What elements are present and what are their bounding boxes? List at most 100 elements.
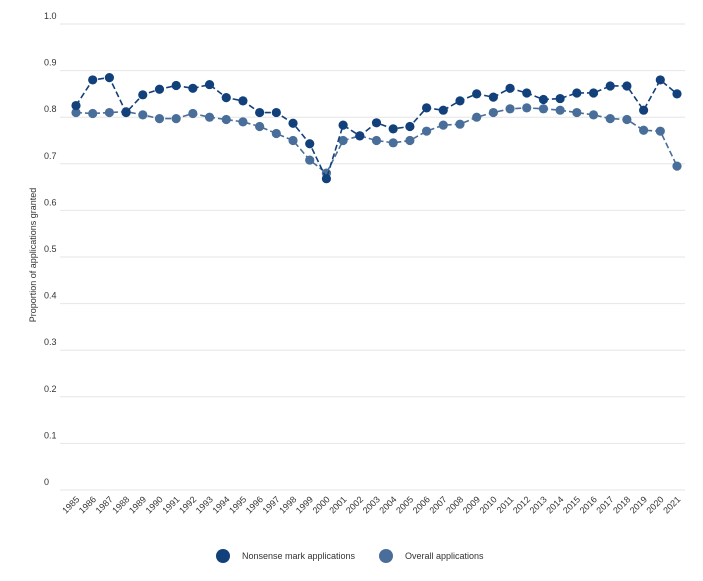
x-tick-label: 2013 (528, 494, 549, 515)
legend-item-nonsense[interactable]: Nonsense mark applications (216, 549, 356, 563)
point-overall[interactable] (305, 155, 315, 165)
point-nonsense[interactable] (88, 75, 98, 85)
point-overall[interactable] (104, 107, 114, 118)
x-tick-label: 2015 (561, 494, 582, 515)
point-nonsense[interactable] (221, 93, 231, 103)
point-overall[interactable] (572, 107, 582, 118)
point-nonsense[interactable] (71, 100, 81, 111)
point-nonsense[interactable] (672, 89, 682, 99)
point-nonsense[interactable] (639, 105, 649, 115)
point-nonsense[interactable] (238, 96, 248, 106)
x-tick-label: 1987 (94, 494, 115, 515)
point-overall[interactable] (405, 135, 415, 146)
x-tick-label: 2002 (344, 494, 365, 515)
point-overall[interactable] (538, 104, 549, 114)
point-overall[interactable] (338, 135, 348, 146)
legend-marker-nonsense (216, 549, 230, 563)
point-overall[interactable] (154, 113, 165, 124)
point-overall[interactable] (221, 114, 231, 125)
point-nonsense[interactable] (138, 90, 148, 100)
point-overall[interactable] (88, 108, 98, 119)
x-tick-label: 2009 (461, 494, 482, 515)
point-overall[interactable] (288, 135, 298, 146)
x-tick-label: 2003 (361, 494, 382, 515)
point-nonsense[interactable] (655, 75, 665, 85)
point-nonsense[interactable] (271, 107, 281, 118)
x-tick-label: 2011 (495, 494, 516, 515)
y-tick-label: 0.4 (44, 291, 57, 301)
point-nonsense[interactable] (104, 72, 114, 83)
point-overall[interactable] (588, 110, 599, 120)
legend-item-overall[interactable]: Overall applications (379, 549, 484, 563)
point-overall[interactable] (505, 104, 515, 114)
point-overall[interactable] (138, 110, 148, 120)
x-tick-label: 1989 (127, 494, 148, 515)
point-nonsense[interactable] (572, 88, 582, 98)
point-overall[interactable] (438, 120, 448, 130)
point-overall[interactable] (622, 114, 632, 125)
point-nonsense[interactable] (321, 174, 332, 184)
point-nonsense[interactable] (255, 107, 265, 118)
point-overall[interactable] (555, 105, 565, 115)
legend-label-nonsense: Nonsense mark applications (242, 551, 356, 561)
point-nonsense[interactable] (455, 96, 465, 106)
point-overall[interactable] (255, 121, 265, 132)
point-nonsense[interactable] (154, 84, 165, 94)
x-tick-label: 2021 (661, 494, 682, 515)
point-overall[interactable] (421, 126, 432, 136)
point-nonsense[interactable] (605, 81, 615, 91)
point-nonsense[interactable] (622, 81, 632, 91)
point-nonsense[interactable] (305, 139, 315, 149)
point-nonsense[interactable] (438, 105, 448, 115)
point-overall[interactable] (455, 119, 465, 129)
point-nonsense[interactable] (538, 94, 549, 105)
x-tick-label: 2007 (427, 494, 448, 515)
x-tick-label: 1992 (177, 494, 198, 515)
point-overall[interactable] (188, 108, 198, 119)
point-overall[interactable] (71, 107, 81, 118)
x-tick-label: 1994 (210, 494, 231, 515)
point-overall[interactable] (639, 125, 649, 135)
x-tick-label: 1998 (277, 494, 298, 515)
point-nonsense[interactable] (421, 103, 432, 113)
point-overall[interactable] (655, 126, 665, 136)
legend[interactable]: Nonsense mark applications Overall appli… (216, 549, 484, 563)
y-tick-label: 0.9 (44, 58, 57, 68)
point-nonsense[interactable] (388, 124, 398, 134)
point-nonsense[interactable] (472, 89, 482, 99)
point-nonsense[interactable] (555, 93, 565, 104)
point-nonsense[interactable] (121, 107, 131, 118)
point-overall[interactable] (488, 107, 498, 118)
point-nonsense[interactable] (188, 83, 198, 93)
point-nonsense[interactable] (505, 83, 515, 93)
point-nonsense[interactable] (588, 88, 599, 98)
x-tick-label: 2005 (394, 494, 415, 515)
point-nonsense[interactable] (405, 121, 415, 132)
point-nonsense[interactable] (288, 118, 298, 128)
point-overall[interactable] (171, 113, 181, 124)
point-overall[interactable] (238, 117, 248, 127)
x-tick-label: 1993 (194, 494, 215, 515)
point-overall[interactable] (388, 138, 398, 148)
point-nonsense[interactable] (522, 88, 532, 98)
point-overall[interactable] (472, 112, 482, 122)
point-nonsense[interactable] (488, 92, 498, 102)
point-overall[interactable] (271, 128, 281, 139)
x-tick-label: 1990 (144, 494, 165, 515)
point-nonsense[interactable] (355, 131, 365, 141)
x-tick-label: 2018 (611, 494, 632, 515)
point-nonsense[interactable] (204, 79, 215, 90)
x-tick-label: 2010 (478, 494, 499, 515)
x-tick-label: 2012 (511, 494, 532, 515)
point-nonsense[interactable] (371, 118, 382, 128)
point-overall[interactable] (605, 113, 615, 124)
point-overall[interactable] (204, 112, 215, 122)
point-overall[interactable] (672, 161, 682, 171)
x-tick-label: 2014 (544, 494, 565, 515)
point-overall[interactable] (522, 103, 532, 113)
point-nonsense[interactable] (338, 120, 348, 130)
point-nonsense[interactable] (171, 80, 181, 91)
point-overall[interactable] (371, 135, 382, 146)
gridlines (60, 23, 685, 491)
